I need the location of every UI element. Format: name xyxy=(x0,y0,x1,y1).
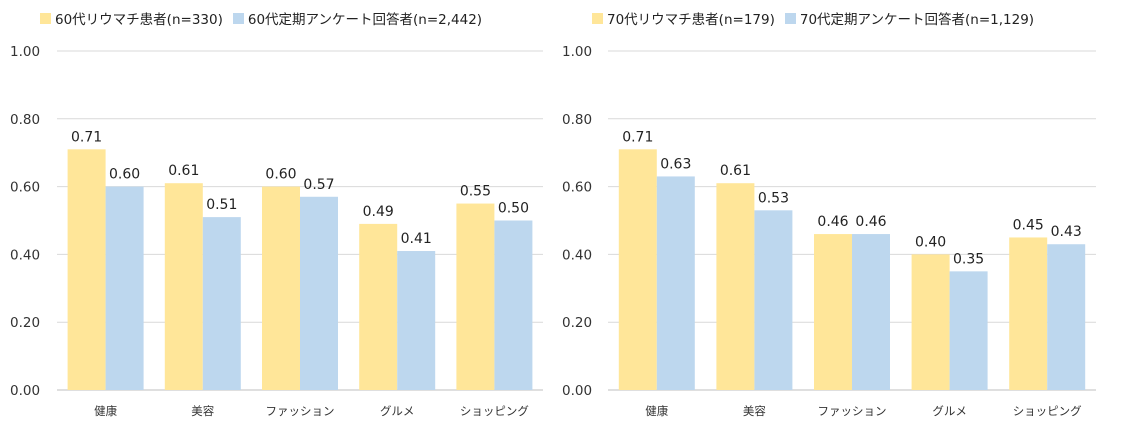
x-category-label: 健康 xyxy=(645,404,668,418)
x-category-label: ファッション xyxy=(266,404,335,418)
y-tick-label: 0.40 xyxy=(10,247,40,263)
chart-panel-60s: 60代リウマチ患者(n=330) 60代定期アンケート回答者(n=2,442) … xyxy=(0,0,548,437)
bar-series-2-1 xyxy=(105,186,144,390)
bar-series-2-2 xyxy=(754,210,793,390)
y-tick-label: 0.00 xyxy=(10,383,40,399)
data-label: 0.49 xyxy=(363,204,394,220)
bar-series-2-5 xyxy=(494,220,533,390)
x-category-label: 美容 xyxy=(191,404,214,418)
x-category-label: ショッピング xyxy=(1013,404,1082,418)
bar-series-2-4 xyxy=(397,251,436,390)
bar-series-2-2 xyxy=(202,217,241,390)
bar-series-2-3 xyxy=(852,234,890,390)
y-tick-label: 0.20 xyxy=(10,315,40,331)
data-label: 0.53 xyxy=(758,190,789,206)
bar-series-1-4 xyxy=(359,223,398,390)
data-label: 0.46 xyxy=(855,214,886,230)
bar-series-1-2 xyxy=(164,183,203,390)
data-label: 0.51 xyxy=(206,197,237,213)
legend-label-series-2: 60代定期アンケート回答者(n=2,442) xyxy=(247,12,483,28)
data-label: 0.35 xyxy=(953,251,984,267)
bar-series-1-3 xyxy=(262,186,300,390)
data-label: 0.45 xyxy=(1013,217,1044,233)
legend: 70代リウマチ患者(n=179) 70代定期アンケート回答者(n=1,129) xyxy=(592,8,1044,28)
data-label: 0.61 xyxy=(720,163,751,179)
y-tick-label: 0.80 xyxy=(562,112,592,128)
y-tick-label: 0.60 xyxy=(10,180,40,196)
bar-series-1-1 xyxy=(67,149,106,390)
bar-series-2-5 xyxy=(1047,244,1086,390)
legend-swatch-series-1 xyxy=(40,12,51,24)
data-label: 0.60 xyxy=(109,167,140,183)
legend-item-series-2: 70代定期アンケート回答者(n=1,129) xyxy=(784,8,1035,28)
data-label: 0.57 xyxy=(303,177,334,193)
legend-item-series-1: 60代リウマチ患者(n=330) xyxy=(40,8,223,28)
bar-series-1-5 xyxy=(456,203,495,390)
chart-panel-70s: 70代リウマチ患者(n=179) 70代定期アンケート回答者(n=1,129) … xyxy=(552,0,1123,437)
legend-swatch-series-1 xyxy=(592,12,603,24)
data-label: 0.41 xyxy=(401,231,432,247)
legend-label-series-2: 70代定期アンケート回答者(n=1,129) xyxy=(799,12,1035,28)
data-label: 0.63 xyxy=(660,156,691,172)
legend: 60代リウマチ患者(n=330) 60代定期アンケート回答者(n=2,442) xyxy=(40,8,492,28)
data-label: 0.40 xyxy=(915,234,946,250)
legend-label-series-1: 60代リウマチ患者(n=330) xyxy=(55,12,223,28)
bar-series-1-2 xyxy=(716,183,755,390)
y-tick-label: 1.00 xyxy=(10,44,40,60)
bar-series-1-5 xyxy=(1009,237,1048,390)
x-category-label: ファッション xyxy=(818,404,887,418)
legend-swatch-series-2 xyxy=(784,12,796,24)
bar-series-1-1 xyxy=(618,149,657,390)
data-label: 0.43 xyxy=(1051,224,1082,240)
data-label: 0.46 xyxy=(817,214,848,230)
x-category-label: ショッピング xyxy=(460,404,529,418)
data-label: 0.60 xyxy=(265,167,296,183)
legend-item-series-2: 60代定期アンケート回答者(n=2,442) xyxy=(232,8,483,28)
y-tick-label: 0.20 xyxy=(562,315,592,331)
data-label: 0.61 xyxy=(168,163,199,179)
legend-swatch-series-2 xyxy=(232,12,244,24)
y-tick-label: 0.40 xyxy=(562,247,592,263)
y-tick-label: 1.00 xyxy=(562,44,592,60)
bar-series-1-3 xyxy=(814,234,852,390)
data-label: 0.71 xyxy=(622,129,653,145)
bar-series-1-4 xyxy=(911,254,950,390)
x-category-label: グルメ xyxy=(932,404,967,418)
legend-label-series-1: 70代リウマチ患者(n=179) xyxy=(607,12,775,28)
x-category-label: 健康 xyxy=(94,404,117,418)
x-category-label: 美容 xyxy=(743,404,766,418)
data-label: 0.55 xyxy=(460,184,491,200)
bar-chart-60s: 0.00 0.20 0.40 0.60 0.80 1.00 0.71 0.60 健康 0.61 0.… xyxy=(10,44,543,418)
bar-series-2-1 xyxy=(656,176,695,390)
data-label: 0.71 xyxy=(71,129,102,145)
y-tick-label: 0.00 xyxy=(562,383,592,399)
data-label: 0.50 xyxy=(498,201,529,217)
bar-series-2-3 xyxy=(300,196,338,390)
y-tick-label: 0.60 xyxy=(562,180,592,196)
y-tick-label: 0.80 xyxy=(10,112,40,128)
bar-series-2-4 xyxy=(949,271,988,390)
x-category-label: グルメ xyxy=(380,404,415,418)
legend-item-series-1: 70代リウマチ患者(n=179) xyxy=(592,8,775,28)
bar-chart-70s: 0.00 0.20 0.40 0.60 0.80 1.00 0.71 0.63 健康 0.61 0.… xyxy=(562,44,1096,418)
